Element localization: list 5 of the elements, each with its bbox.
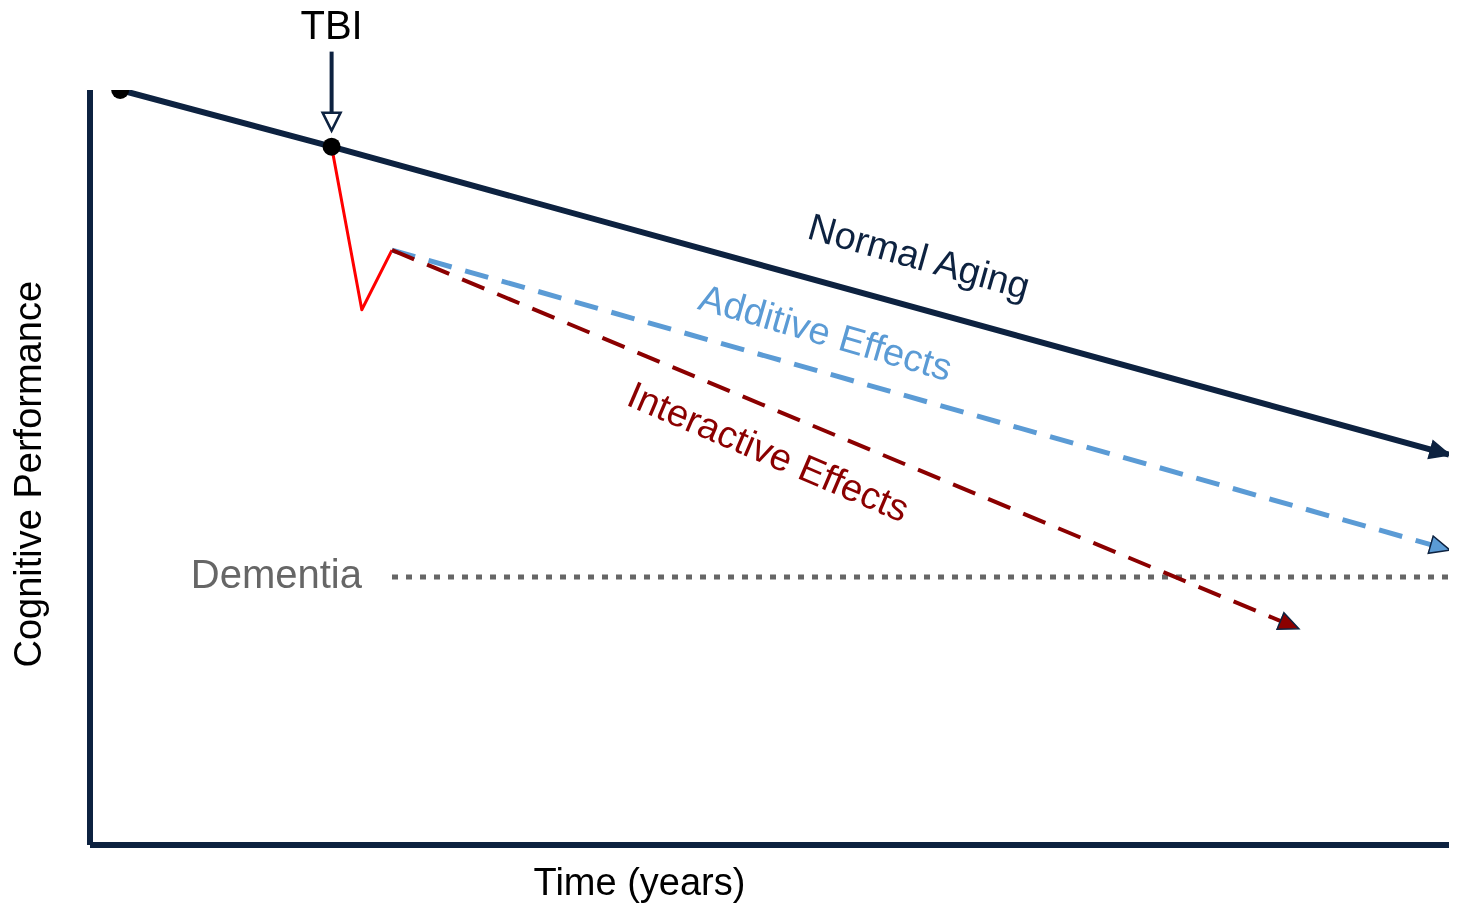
ref-line-label: Dementia: [190, 551, 363, 596]
text: Normal Aging: [803, 205, 1035, 308]
text: TBI: [300, 2, 363, 47]
y-axis-title: Cognitive Performance: [7, 280, 50, 668]
x-axis-title: Time (years): [533, 861, 746, 903]
